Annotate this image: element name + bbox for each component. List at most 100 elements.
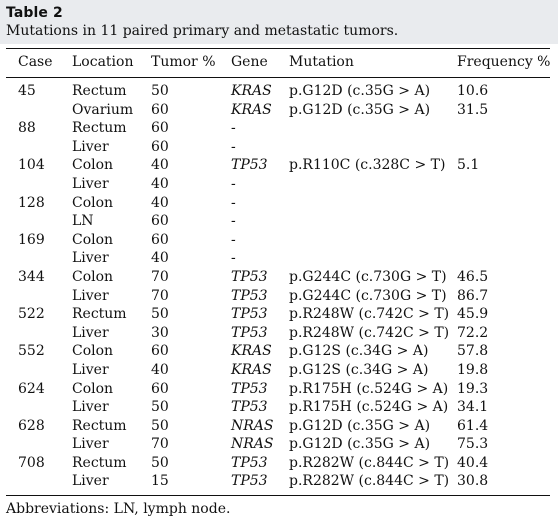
cell-gene: NRAS bbox=[231, 436, 274, 453]
table-row: LN 60 - bbox=[0, 212, 558, 231]
cell-frequency: 75.3 bbox=[457, 436, 489, 453]
cell-tumor: 70 bbox=[151, 268, 169, 285]
cell-tumor: 50 bbox=[151, 399, 169, 416]
cell-tumor: 40 bbox=[151, 175, 169, 192]
table-row: 45 Rectum 50 KRAS p.G12D (c.35G > A) 10.6 bbox=[0, 82, 558, 101]
cell-gene: TP53 bbox=[231, 473, 268, 490]
cell-tumor: 70 bbox=[151, 436, 169, 453]
cell-gene: TP53 bbox=[231, 454, 268, 471]
column-header-location: Location bbox=[72, 54, 134, 70]
cell-tumor: 50 bbox=[151, 454, 169, 471]
table-row: Liver 60 - bbox=[0, 138, 558, 157]
table-row: 628 Rectum 50 NRAS p.G12D (c.35G > A) 61.4 bbox=[0, 417, 558, 436]
table-row: Liver 30 TP53 p.R248W (c.742C > T) 72.2 bbox=[0, 324, 558, 343]
cell-gene: - bbox=[231, 213, 236, 230]
table-row: Liver 15 TP53 p.R282W (c.844C > T) 30.8 bbox=[0, 472, 558, 491]
column-header-mutation: Mutation bbox=[289, 54, 354, 70]
cell-mutation: p.R282W (c.844C > T) bbox=[289, 454, 450, 471]
table-row: 522 Rectum 50 TP53 p.R248W (c.742C > T) 45.9 bbox=[0, 305, 558, 324]
bottom-rule bbox=[6, 495, 550, 496]
cell-tumor: 40 bbox=[151, 250, 169, 267]
cell-case: 169 bbox=[18, 231, 45, 248]
table-row: Liver 50 TP53 p.R175H (c.524G > A) 34.1 bbox=[0, 398, 558, 417]
cell-location: Liver bbox=[72, 250, 109, 267]
caption-band: Table 2 Mutations in 11 paired primary a… bbox=[0, 0, 558, 44]
cell-frequency: 40.4 bbox=[457, 454, 489, 471]
cell-frequency: 34.1 bbox=[457, 399, 489, 416]
table-row: 88 Rectum 60 - bbox=[0, 119, 558, 138]
cell-location: Liver bbox=[72, 436, 109, 453]
cell-gene: KRAS bbox=[231, 361, 272, 378]
cell-location: Ovarium bbox=[72, 101, 134, 118]
cell-tumor: 60 bbox=[151, 120, 169, 137]
cell-tumor: 40 bbox=[151, 194, 169, 211]
cell-case: 104 bbox=[18, 157, 45, 174]
cell-location: Liver bbox=[72, 361, 109, 378]
header-rule bbox=[6, 77, 550, 78]
cell-location: Liver bbox=[72, 324, 109, 341]
cell-case: 344 bbox=[18, 268, 45, 285]
cell-gene: TP53 bbox=[231, 306, 268, 323]
cell-tumor: 50 bbox=[151, 306, 169, 323]
cell-mutation: p.R248W (c.742C > T) bbox=[289, 306, 450, 323]
table-row: Liver 40 KRAS p.G12S (c.34G > A) 19.8 bbox=[0, 361, 558, 380]
cell-tumor: 40 bbox=[151, 361, 169, 378]
cell-frequency: 61.4 bbox=[457, 417, 489, 434]
cell-tumor: 60 bbox=[151, 343, 169, 360]
cell-location: Colon bbox=[72, 231, 114, 248]
table-row: 344 Colon 70 TP53 p.G244C (c.730G > T) 46.5 bbox=[0, 268, 558, 287]
table-row: 624 Colon 60 TP53 p.R175H (c.524G > A) 19.3 bbox=[0, 380, 558, 399]
column-header-frequency: Frequency % bbox=[457, 54, 551, 70]
cell-case: 628 bbox=[18, 417, 45, 434]
cell-case: 522 bbox=[18, 306, 45, 323]
cell-mutation: p.G244C (c.730G > T) bbox=[289, 268, 447, 285]
cell-frequency: 57.8 bbox=[457, 343, 489, 360]
cell-location: Rectum bbox=[72, 120, 127, 137]
table-row: Ovarium 60 KRAS p.G12D (c.35G > A) 31.5 bbox=[0, 101, 558, 120]
table-row: Liver 40 - bbox=[0, 249, 558, 268]
table-title: Table 2 bbox=[6, 5, 63, 21]
cell-tumor: 40 bbox=[151, 157, 169, 174]
table-row: 708 Rectum 50 TP53 p.R282W (c.844C > T) 40.4 bbox=[0, 454, 558, 473]
top-rule bbox=[6, 48, 550, 49]
table-row: 128 Colon 40 - bbox=[0, 194, 558, 213]
table-footnote: Abbreviations: LN, lymph node. bbox=[6, 501, 231, 517]
cell-gene: - bbox=[231, 175, 236, 192]
cell-location: Colon bbox=[72, 268, 114, 285]
cell-mutation: p.G12S (c.34G > A) bbox=[289, 361, 429, 378]
cell-tumor: 70 bbox=[151, 287, 169, 304]
cell-location: Colon bbox=[72, 194, 114, 211]
cell-location: Colon bbox=[72, 157, 114, 174]
cell-mutation: p.R175H (c.524G > A) bbox=[289, 380, 449, 397]
cell-tumor: 60 bbox=[151, 213, 169, 230]
table-row: Liver 40 - bbox=[0, 175, 558, 194]
column-header-gene: Gene bbox=[231, 54, 268, 70]
cell-gene: KRAS bbox=[231, 343, 272, 360]
table-body: 45 Rectum 50 KRAS p.G12D (c.35G > A) 10.6 Ovar… bbox=[0, 82, 558, 491]
cell-gene: TP53 bbox=[231, 268, 268, 285]
cell-location: Liver bbox=[72, 287, 109, 304]
cell-gene: NRAS bbox=[231, 417, 274, 434]
cell-location: Colon bbox=[72, 343, 114, 360]
cell-frequency: 46.5 bbox=[457, 268, 489, 285]
cell-gene: TP53 bbox=[231, 380, 268, 397]
cell-location: Liver bbox=[72, 138, 109, 155]
cell-mutation: p.G12D (c.35G > A) bbox=[289, 436, 431, 453]
cell-case: 708 bbox=[18, 454, 45, 471]
cell-frequency: 45.9 bbox=[457, 306, 489, 323]
cell-tumor: 15 bbox=[151, 473, 169, 490]
cell-gene: - bbox=[231, 120, 236, 137]
cell-mutation: p.R175H (c.524G > A) bbox=[289, 399, 449, 416]
cell-gene: TP53 bbox=[231, 287, 268, 304]
column-header-tumor: Tumor % bbox=[151, 54, 216, 70]
cell-location: Rectum bbox=[72, 306, 127, 323]
cell-mutation: p.G12D (c.35G > A) bbox=[289, 417, 431, 434]
cell-frequency: 31.5 bbox=[457, 101, 489, 118]
column-header-case: Case bbox=[18, 54, 53, 70]
cell-frequency: 86.7 bbox=[457, 287, 489, 304]
cell-mutation: p.R110C (c.328C > T) bbox=[289, 157, 446, 174]
cell-frequency: 72.2 bbox=[457, 324, 489, 341]
cell-gene: - bbox=[231, 250, 236, 267]
table-row: 104 Colon 40 TP53 p.R110C (c.328C > T) 5.1 bbox=[0, 156, 558, 175]
